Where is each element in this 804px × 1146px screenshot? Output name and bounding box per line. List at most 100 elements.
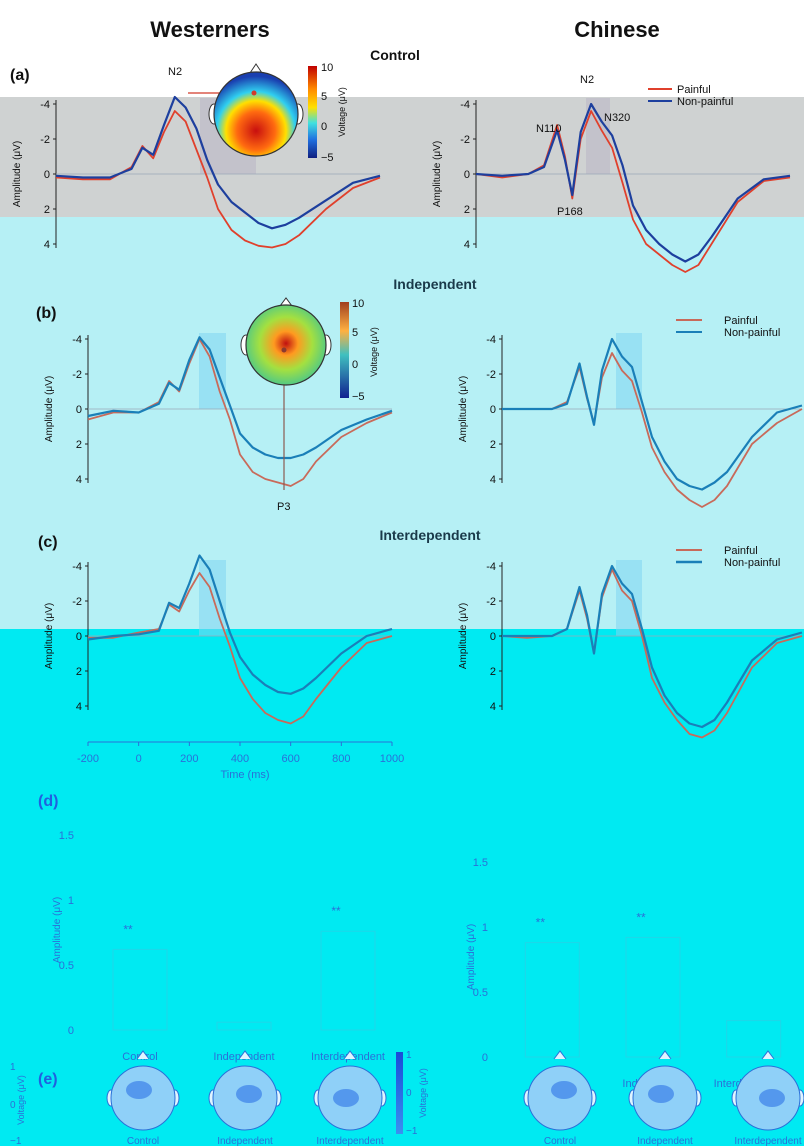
diff-topo-nose <box>658 1050 672 1060</box>
colorbar-independent-tick-5: 5 <box>352 327 358 339</box>
bar-significance-marker: ** <box>123 922 133 936</box>
legend-independent: Painful Non-painful <box>676 315 780 339</box>
bar-westerners-0 <box>112 948 168 1031</box>
colorbar-independent-bar <box>340 302 349 398</box>
label-chinese-n320: N320 <box>604 112 630 124</box>
diff-topomap-1: Independent <box>208 1050 282 1146</box>
bar-ytick-label: 1 <box>482 922 488 934</box>
diff-topo-nose <box>343 1050 357 1060</box>
erp-series-west-control-nonpainful <box>55 95 381 230</box>
panel-label-c: (c) <box>38 534 58 551</box>
colorbar-control-label: Voltage (μV) <box>337 87 347 137</box>
diff-topo-label: Independent <box>217 1136 273 1146</box>
row-title-interdependent: Interdependent <box>379 527 480 543</box>
bar-chinese-2 <box>726 1020 782 1058</box>
legend-interdependent-nonpainful: Non-painful <box>724 557 780 569</box>
erp-series-chinese-interdependent-painful <box>501 568 803 739</box>
erp-ytick-label: 0 <box>76 404 82 416</box>
erp-ylabel-chinese-control: Amplitude (μV) <box>432 141 443 207</box>
row-title-independent: Independent <box>393 276 477 292</box>
diff-topomap-2: Interdependent <box>313 1050 387 1146</box>
topo-independent-nose <box>279 297 293 307</box>
diff-topo-blob <box>551 1081 577 1099</box>
erp-panel-chinese-control: -4 -2 0 2 4 Amplitude (μV) <box>432 98 791 273</box>
bar-significance-marker: ** <box>636 910 646 924</box>
panel-label-d: (d) <box>38 793 58 810</box>
diff-topo-blob <box>126 1081 152 1099</box>
diff-colorbar-tick-neg1: −1 <box>406 1126 418 1137</box>
legend-independent-nonpainful: Non-painful <box>724 327 780 339</box>
legend-control: Painful Non-painful <box>648 84 733 108</box>
bar-ytick-label: 1 <box>68 895 74 907</box>
bar-significance-marker: ** <box>536 916 546 930</box>
erp-x-axis-label: Time (ms) <box>220 769 269 781</box>
diff-topo-blob <box>648 1085 674 1103</box>
panel-label-e: (e) <box>38 1071 58 1088</box>
panel-label-a: (a) <box>10 67 30 84</box>
erp-ytick-label: 0 <box>490 404 496 416</box>
erp-ytick-label: -2 <box>72 369 82 381</box>
panel-label-b: (b) <box>36 305 56 322</box>
erp-ytick-label: 4 <box>44 239 50 251</box>
erp-panel-west-interdependent: -4 -2 0 2 4 Amplitude (μV) <box>44 554 393 725</box>
topo-independent-electrode <box>281 347 287 353</box>
legend-control-nonpainful: Non-painful <box>677 96 733 108</box>
erp-ytick-label: -4 <box>40 99 50 111</box>
legend-independent-painful: Painful <box>724 315 758 327</box>
diff-topo-nose <box>238 1050 252 1060</box>
topo-control-head <box>213 71 299 157</box>
erp-panel-west-independent: -4 -2 0 2 4 Amplitude (μV) <box>44 333 393 487</box>
colorbar-independent-tick-0: 0 <box>352 359 358 371</box>
erp-ytick-label: -2 <box>72 596 82 608</box>
erp-ytick-label: -2 <box>486 369 496 381</box>
erp-ytick-label: 0 <box>44 169 50 181</box>
row-title-control: Control <box>370 47 420 63</box>
diff-topo-label: Control <box>127 1136 159 1146</box>
bar-ytick-label: 1.5 <box>59 830 74 842</box>
colorbar-independent: 10 5 0 −5 Voltage (μV) <box>340 298 379 403</box>
diff-topomap-4: Independent <box>628 1050 702 1146</box>
topomap-control <box>208 63 304 157</box>
label-chinese-n110: N110 <box>536 123 561 135</box>
column-title-westerners: Westerners <box>150 17 269 42</box>
column-title-chinese: Chinese <box>574 17 660 42</box>
erp-ytick-label: -2 <box>460 134 470 146</box>
diff-topo-blob <box>759 1089 785 1107</box>
erp-xtick-label: 800 <box>332 753 350 765</box>
bar-ylabel-westerners: Amplitude (μV) <box>52 897 63 963</box>
colorbar-independent-tick-neg5: −5 <box>352 391 365 403</box>
colorbar-independent-label: Voltage (μV) <box>369 327 379 377</box>
erp-xtick-label: 0 <box>136 753 142 765</box>
erp-series-chinese-interdependent-nonpainful <box>502 564 803 729</box>
erp-ytick-label: -4 <box>486 334 496 346</box>
colorbar-independent-tick-10: 10 <box>352 298 364 310</box>
topo-control-electrode <box>251 90 257 96</box>
colorbar-control: 10 5 0 −5 Voltage (μV) <box>308 62 347 164</box>
band-control <box>0 97 804 217</box>
erp-ytick-label: 4 <box>464 239 470 251</box>
erp-series-west-interdependent-painful <box>88 572 393 725</box>
bar-ytick-label: 0 <box>482 1052 488 1064</box>
colorbar-control-tick-5: 5 <box>321 91 327 103</box>
bar-westerners-1 <box>216 1021 272 1031</box>
erp-ytick-label: 0 <box>464 169 470 181</box>
erp-ytick-label: 2 <box>464 204 470 216</box>
diff-colorbar-label: Voltage (μV) <box>418 1068 428 1118</box>
bar-ytick-label: 0 <box>68 1025 74 1037</box>
diff-topo-nose <box>553 1050 567 1060</box>
colorbar-control-tick-0: 0 <box>321 121 327 133</box>
erp-series-chinese-independent-painful <box>502 352 803 508</box>
erp-ytick-label: 4 <box>76 701 82 713</box>
label-west-p3: P3 <box>277 501 290 513</box>
erp-series-west-interdependent-nonpainful <box>87 554 393 695</box>
erp-ylabel-chinese-independent: Amplitude (μV) <box>458 376 469 442</box>
diff-topomap-5: Interdependent <box>731 1050 804 1146</box>
erp-ytick-label: -2 <box>486 596 496 608</box>
bar-chinese-1 <box>625 936 681 1058</box>
diff-colorbar <box>396 1052 403 1134</box>
label-chinese-n2: N2 <box>580 74 594 86</box>
diff-topo-nose <box>761 1050 775 1060</box>
